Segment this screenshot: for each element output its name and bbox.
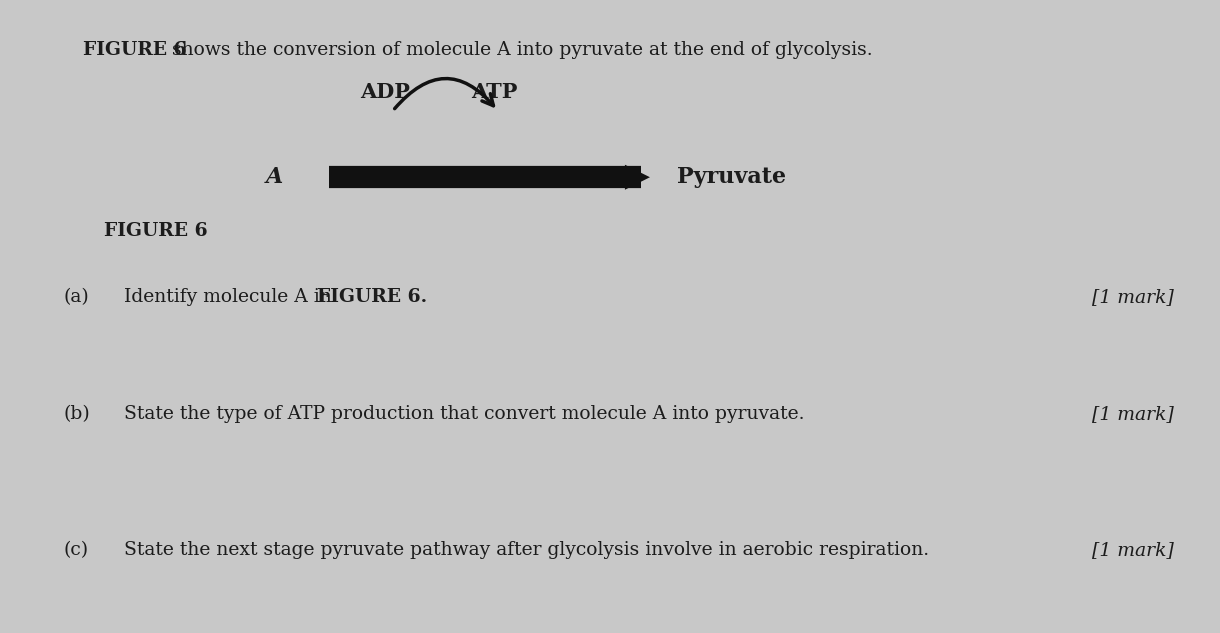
Text: shows the conversion of molecule A into pyruvate at the end of glycolysis.: shows the conversion of molecule A into … — [172, 41, 872, 59]
Text: [1 mark]: [1 mark] — [1092, 288, 1174, 306]
Text: A: A — [266, 166, 283, 188]
Text: (a): (a) — [63, 288, 89, 306]
Text: Identify molecule A in: Identify molecule A in — [124, 288, 338, 306]
Text: ADP: ADP — [361, 82, 410, 102]
Text: State the type of ATP production that convert molecule A into pyruvate.: State the type of ATP production that co… — [124, 405, 805, 423]
Text: [1 mark]: [1 mark] — [1092, 405, 1174, 423]
Text: (c): (c) — [63, 541, 89, 559]
Text: Pyruvate: Pyruvate — [677, 166, 786, 188]
Text: FIGURE 6: FIGURE 6 — [83, 41, 193, 59]
Text: [1 mark]: [1 mark] — [1092, 541, 1174, 559]
FancyArrowPatch shape — [394, 78, 493, 109]
Text: State the next stage pyruvate pathway after glycolysis involve in aerobic respir: State the next stage pyruvate pathway af… — [124, 541, 930, 559]
Text: FIGURE 6.: FIGURE 6. — [317, 288, 427, 306]
Text: FIGURE 6: FIGURE 6 — [104, 222, 207, 240]
Text: (b): (b) — [63, 405, 90, 423]
Text: ATP: ATP — [471, 82, 517, 102]
